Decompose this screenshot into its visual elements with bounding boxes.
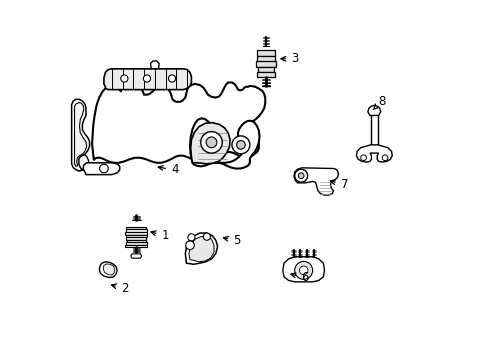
Text: 8: 8 (372, 95, 385, 110)
Text: 6: 6 (290, 271, 308, 284)
Polygon shape (103, 264, 115, 275)
Circle shape (201, 132, 222, 153)
Polygon shape (74, 103, 86, 166)
Polygon shape (282, 257, 324, 282)
Circle shape (121, 75, 128, 82)
Circle shape (206, 137, 217, 148)
Text: 2: 2 (111, 282, 128, 295)
Text: 1: 1 (151, 229, 168, 242)
Text: 7: 7 (330, 178, 347, 191)
Bar (257, 50, 274, 56)
Polygon shape (367, 105, 380, 116)
Bar (258, 67, 274, 72)
Bar (125, 244, 147, 247)
Bar (257, 72, 274, 77)
Circle shape (298, 173, 304, 179)
Circle shape (187, 234, 195, 241)
Circle shape (294, 169, 307, 182)
Circle shape (360, 155, 366, 161)
Polygon shape (185, 233, 217, 264)
Polygon shape (72, 99, 89, 171)
Bar (126, 237, 146, 240)
Circle shape (299, 266, 307, 275)
Bar (125, 235, 146, 237)
Circle shape (168, 75, 175, 82)
Bar (256, 61, 275, 67)
Bar (125, 232, 147, 234)
Text: 5: 5 (223, 234, 240, 247)
Polygon shape (131, 254, 142, 258)
Polygon shape (99, 262, 117, 278)
Circle shape (236, 140, 244, 149)
Text: 3: 3 (281, 52, 298, 65)
Polygon shape (190, 118, 259, 168)
Circle shape (143, 75, 150, 82)
Polygon shape (190, 123, 230, 164)
Polygon shape (83, 163, 120, 175)
Polygon shape (104, 69, 191, 90)
Circle shape (382, 155, 387, 161)
Text: 4: 4 (158, 163, 178, 176)
Polygon shape (92, 82, 265, 163)
Bar (126, 240, 145, 242)
Circle shape (100, 164, 108, 173)
Circle shape (294, 261, 312, 279)
Bar (125, 242, 146, 244)
Polygon shape (75, 154, 88, 171)
Circle shape (185, 241, 194, 249)
Bar (125, 229, 146, 232)
Circle shape (203, 233, 210, 240)
Bar (126, 227, 146, 229)
Bar (257, 56, 274, 62)
Polygon shape (188, 237, 214, 262)
Polygon shape (356, 145, 391, 162)
Polygon shape (293, 168, 338, 195)
Circle shape (231, 136, 249, 154)
